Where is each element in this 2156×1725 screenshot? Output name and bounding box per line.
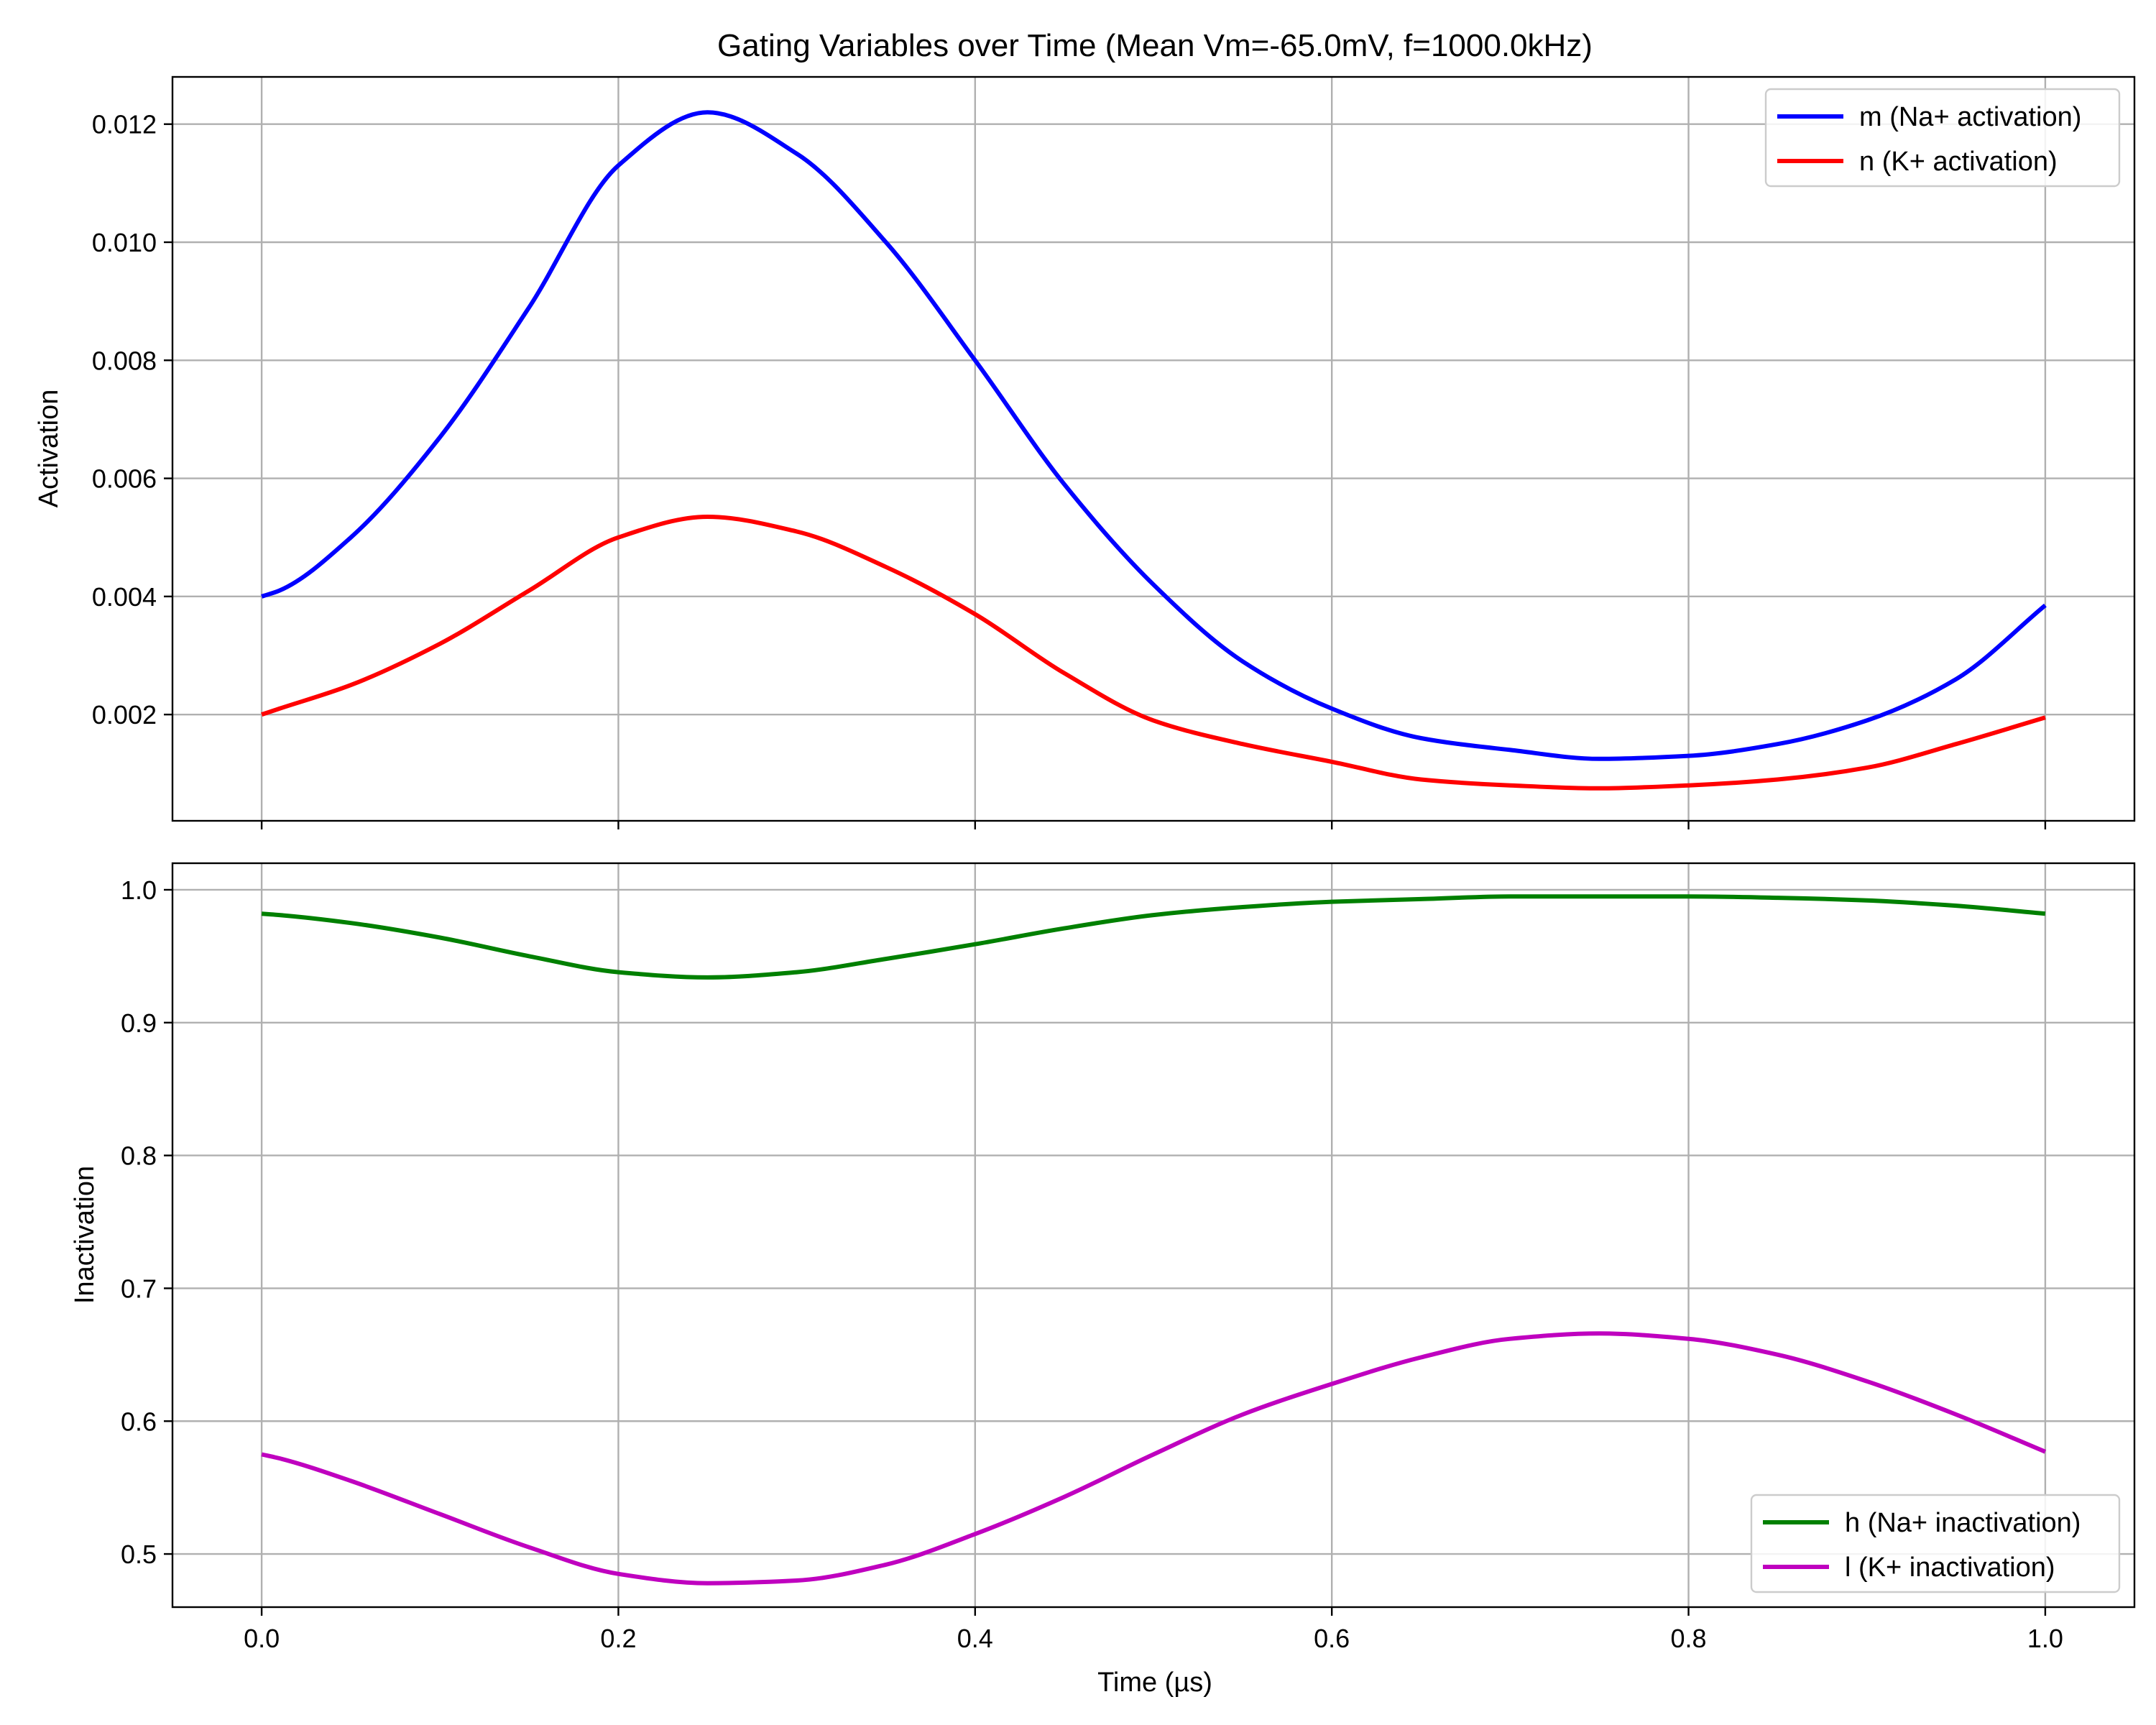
activation-legend-label-1: n (K+ activation)	[1859, 147, 2058, 177]
inactivation-axes-frame	[171, 862, 2136, 1609]
inactivation-x-tick-label: 0.8	[1671, 1624, 1707, 1653]
inactivation-x-tick-label: 0.4	[957, 1624, 993, 1653]
activation-y-axis-label: Activation	[34, 390, 64, 508]
inactivation-series	[261, 894, 2047, 1586]
inactivation-y-tick-label: 0.9	[121, 1008, 157, 1038]
inactivation-panel: 0.0 0.2 0.4 0.6 0.8 1.0 0.5 0.6 0.7 0.8 0.9 1.0 Ina…	[70, 862, 2136, 1698]
inactivation-x-tick-label: 0.0	[244, 1624, 280, 1653]
inactivation-ticks: 0.0 0.2 0.4 0.6 0.8 1.0 0.5 0.6 0.7 0.8 0.9 1.0	[121, 875, 2063, 1653]
x-axis-label: Time (µs)	[1097, 1668, 1212, 1698]
activation-y-tick-label: 0.002	[92, 700, 157, 730]
inactivation-series-line-1	[261, 1331, 2047, 1586]
activation-y-tick-label: 0.008	[92, 346, 157, 375]
activation-series	[261, 110, 2047, 791]
inactivation-y-tick-label: 0.7	[121, 1274, 157, 1303]
activation-legend: m (Na+ activation) n (K+ activation)	[1764, 88, 2121, 188]
inactivation-legend-label-1: l (K+ inactivation)	[1845, 1552, 2055, 1583]
inactivation-grid	[172, 863, 2134, 1607]
activation-panel: 0.002 0.004 0.006 0.008 0.010 0.012 Activatio…	[34, 75, 2136, 829]
activation-grid	[172, 77, 2134, 821]
activation-axes-frame	[171, 75, 2136, 822]
activation-y-tick-label: 0.012	[92, 110, 157, 139]
activation-series-line-0	[261, 110, 2047, 761]
activation-legend-box	[1764, 88, 2121, 188]
chart-title: Gating Variables over Time (Mean Vm=-65.…	[717, 28, 1593, 63]
inactivation-legend: h (Na+ inactivation) l (K+ inactivation)	[1750, 1494, 2121, 1593]
inactivation-series-line-0	[261, 894, 2046, 980]
activation-y-tick-label: 0.004	[92, 582, 157, 612]
inactivation-x-tick-label: 1.0	[2027, 1624, 2063, 1653]
inactivation-y-tick-label: 1.0	[121, 875, 157, 905]
activation-series-line-1	[261, 515, 2046, 791]
inactivation-legend-box	[1750, 1494, 2121, 1593]
activation-legend-label-0: m (Na+ activation)	[1859, 102, 2081, 132]
activation-y-tick-label: 0.010	[92, 228, 157, 257]
inactivation-legend-label-0: h (Na+ inactivation)	[1845, 1508, 2081, 1538]
inactivation-y-tick-label: 0.5	[121, 1540, 157, 1569]
inactivation-x-tick-label: 0.2	[600, 1624, 636, 1653]
inactivation-x-tick-label: 0.6	[1314, 1624, 1350, 1653]
inactivation-y-axis-label: Inactivation	[70, 1166, 100, 1304]
activation-ticks: 0.002 0.004 0.006 0.008 0.010 0.012	[92, 110, 2047, 829]
activation-y-tick-label: 0.006	[92, 464, 157, 494]
inactivation-y-tick-label: 0.6	[121, 1407, 157, 1436]
inactivation-y-tick-label: 0.8	[121, 1141, 157, 1171]
